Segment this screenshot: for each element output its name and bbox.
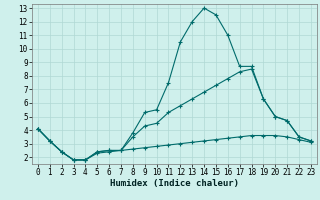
X-axis label: Humidex (Indice chaleur): Humidex (Indice chaleur) [110, 179, 239, 188]
